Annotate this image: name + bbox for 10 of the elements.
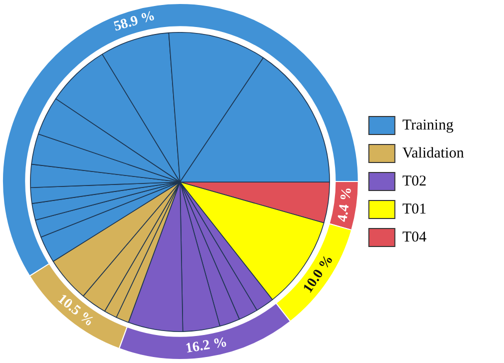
legend-label: Validation: [402, 145, 464, 162]
data-label: 10.0 %: [300, 252, 337, 296]
data-label: 4.4 %: [335, 186, 356, 223]
legend-label: T01: [402, 201, 427, 218]
legend-label: T02: [402, 173, 427, 190]
data-label: 58.9 %: [112, 8, 157, 35]
data-label: 16.2 %: [184, 335, 228, 357]
data-label: 10.5 %: [54, 292, 97, 330]
legend-label: Training: [402, 117, 454, 134]
legend-label: T04: [402, 229, 428, 246]
